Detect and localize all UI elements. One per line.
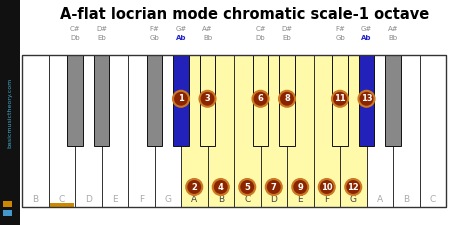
Text: A: A	[377, 196, 383, 205]
Text: A-flat locrian mode chromatic scale-1 octave: A-flat locrian mode chromatic scale-1 oc…	[60, 7, 430, 22]
Text: B: B	[32, 196, 38, 205]
Text: E: E	[112, 196, 117, 205]
Text: C#: C#	[70, 26, 80, 32]
Bar	[181, 55, 207, 207]
Bar	[128, 55, 154, 207]
Circle shape	[239, 179, 255, 195]
Bar	[147, 55, 162, 146]
Bar	[0, 0, 20, 225]
Text: Db: Db	[256, 35, 266, 41]
Text: Ab: Ab	[361, 35, 372, 41]
Text: 7: 7	[271, 182, 277, 191]
Text: 11: 11	[334, 94, 346, 103]
Circle shape	[213, 179, 229, 195]
Text: G#: G#	[176, 26, 187, 32]
Bar	[366, 55, 393, 207]
Circle shape	[292, 179, 308, 195]
Bar	[68, 55, 83, 146]
Circle shape	[332, 91, 348, 107]
Text: C: C	[58, 196, 65, 205]
Bar	[49, 55, 75, 207]
Text: 9: 9	[297, 182, 303, 191]
Text: D: D	[85, 196, 92, 205]
Circle shape	[186, 179, 202, 195]
Text: F#: F#	[335, 26, 345, 32]
Text: Eb: Eb	[97, 35, 106, 41]
Text: C: C	[244, 196, 250, 205]
Text: A#: A#	[388, 26, 398, 32]
Text: 5: 5	[244, 182, 250, 191]
Text: 4: 4	[218, 182, 224, 191]
Text: C: C	[430, 196, 436, 205]
Text: B: B	[218, 196, 224, 205]
Text: D: D	[270, 196, 277, 205]
Circle shape	[359, 91, 374, 107]
Text: F: F	[139, 196, 144, 205]
Bar	[253, 55, 268, 146]
Bar	[279, 55, 295, 146]
Bar	[340, 55, 366, 207]
Text: 2: 2	[191, 182, 197, 191]
Text: A#: A#	[202, 26, 213, 32]
Text: F#: F#	[149, 26, 159, 32]
Circle shape	[345, 179, 361, 195]
Text: G: G	[350, 196, 357, 205]
Text: Eb: Eb	[283, 35, 292, 41]
Bar	[102, 55, 128, 207]
Bar	[385, 55, 400, 146]
Circle shape	[266, 179, 282, 195]
Bar	[75, 55, 102, 207]
Bar	[22, 55, 446, 207]
Text: Db: Db	[70, 35, 80, 41]
Bar	[234, 55, 261, 207]
Circle shape	[173, 91, 189, 107]
Text: 12: 12	[347, 182, 359, 191]
Text: D#: D#	[281, 26, 292, 32]
Text: A: A	[191, 196, 197, 205]
Circle shape	[319, 179, 335, 195]
Text: Gb: Gb	[149, 35, 159, 41]
Text: C#: C#	[255, 26, 266, 32]
Circle shape	[199, 91, 216, 107]
Bar	[314, 55, 340, 207]
Text: 13: 13	[361, 94, 372, 103]
Bar	[50, 203, 74, 207]
Bar	[200, 55, 215, 146]
Bar	[393, 55, 419, 207]
Bar	[3, 201, 12, 207]
Text: G: G	[164, 196, 171, 205]
Text: basicmusictheory.com: basicmusictheory.com	[8, 78, 13, 148]
Bar	[94, 55, 109, 146]
Text: Ab: Ab	[176, 35, 186, 41]
Text: Bb: Bb	[388, 35, 397, 41]
Text: 1: 1	[178, 94, 184, 103]
Text: 6: 6	[257, 94, 263, 103]
Bar	[3, 210, 12, 216]
Bar	[173, 55, 189, 146]
Bar	[207, 55, 234, 207]
Text: E: E	[297, 196, 303, 205]
Bar	[419, 55, 446, 207]
Text: G#: G#	[361, 26, 372, 32]
Circle shape	[279, 91, 295, 107]
Text: D#: D#	[96, 26, 107, 32]
Bar	[261, 55, 287, 207]
Text: 3: 3	[205, 94, 211, 103]
Text: F: F	[324, 196, 329, 205]
Bar	[287, 55, 314, 207]
Bar	[154, 55, 181, 207]
Bar	[22, 55, 49, 207]
Text: B: B	[403, 196, 410, 205]
Circle shape	[252, 91, 269, 107]
Bar	[332, 55, 348, 146]
Text: 10: 10	[321, 182, 333, 191]
Bar	[359, 55, 374, 146]
Text: Bb: Bb	[203, 35, 212, 41]
Text: 8: 8	[284, 94, 290, 103]
Text: Gb: Gb	[335, 35, 345, 41]
